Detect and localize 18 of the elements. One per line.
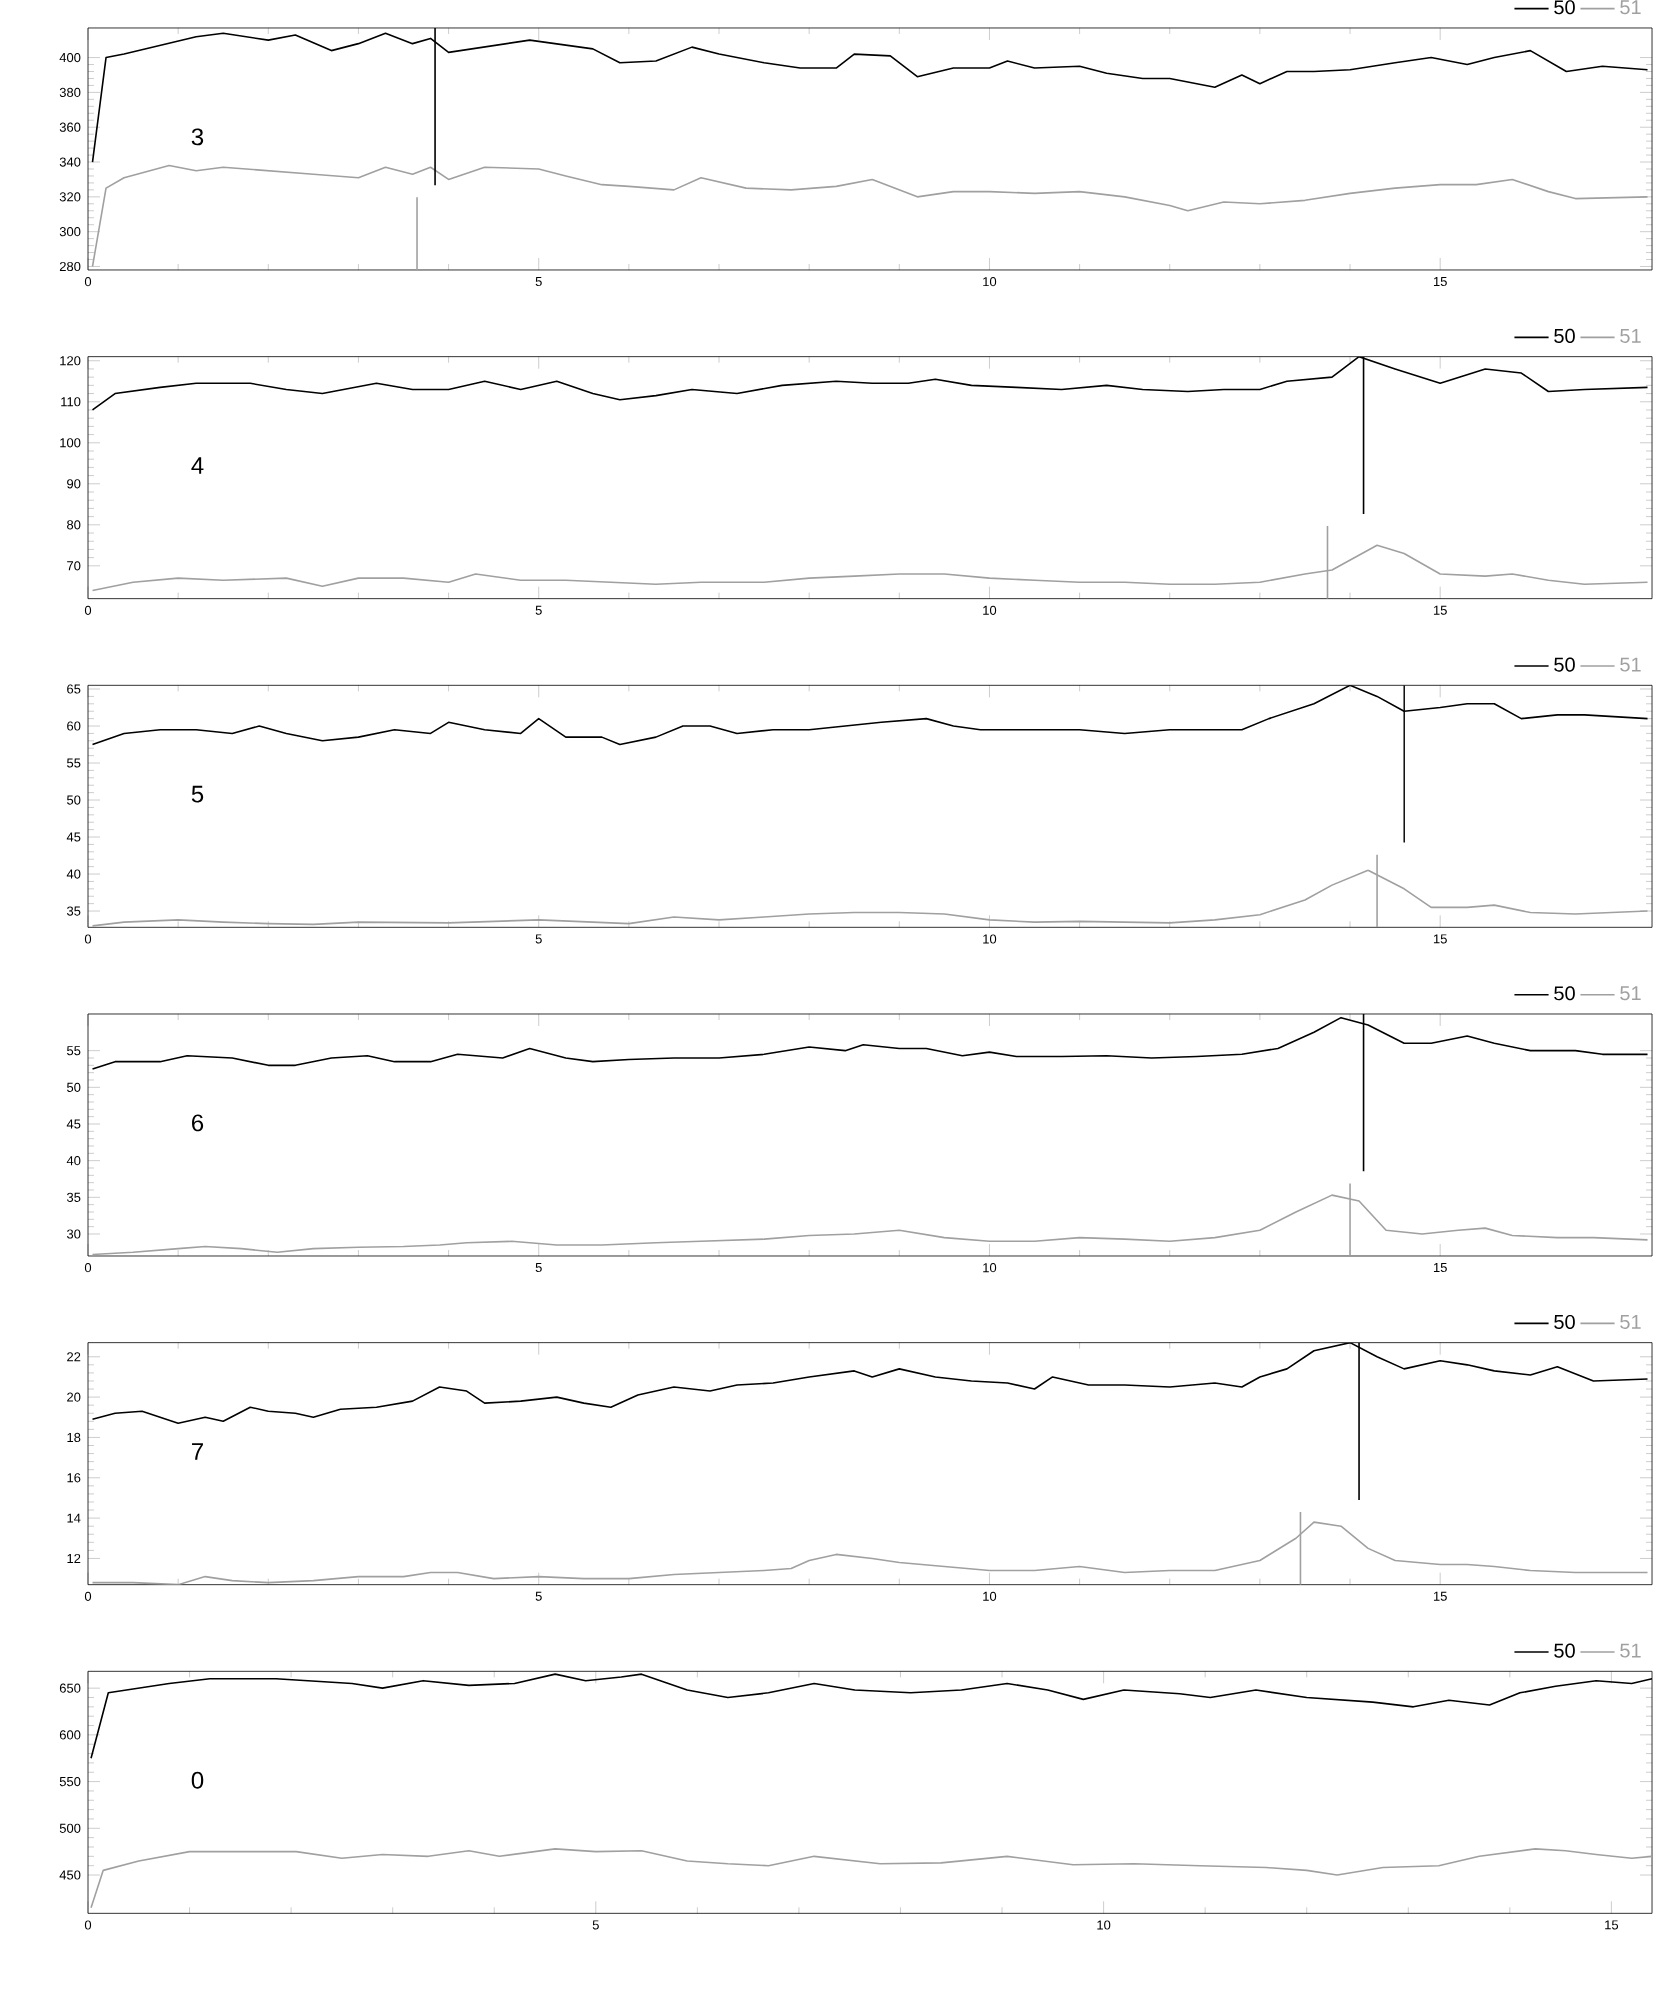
legend-label: 51 [1620,657,1641,672]
annotation: 0 [191,1771,204,1789]
legend-label: 51 [1620,328,1641,343]
legend-label: 51 [1620,986,1641,1001]
annotation: 3 [191,128,204,146]
legend-label: 50 [1554,1643,1575,1658]
annotation: 6 [192,1114,204,1132]
legend-label: 50 [1554,1314,1575,1330]
annotation: 4 [191,457,204,474]
legend-label: 51 [1620,0,1641,15]
legend-label: 50 [1554,986,1575,1001]
annotation: 7 [192,1443,203,1460]
legend-label: 50 [1554,657,1575,672]
legend-label: 51 [1620,1314,1641,1329]
legend-label: 51 [1620,1643,1641,1658]
annotation: 5 [191,785,204,803]
legend-label: 50 [1554,0,1575,15]
legend-label: 50 [1554,328,1575,344]
